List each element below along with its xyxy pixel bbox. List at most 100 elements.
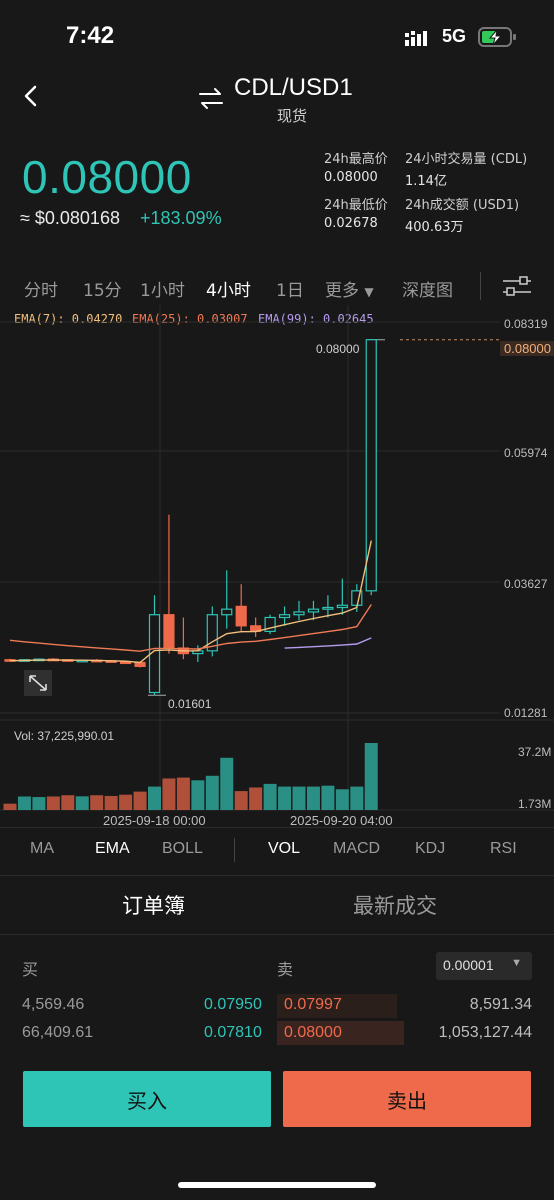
precision-value: 0.00001	[443, 957, 494, 973]
tab-recent-trades[interactable]: 最新成交	[353, 894, 437, 918]
signal-icon	[405, 31, 427, 46]
volume-bar	[75, 796, 89, 810]
candle-body	[235, 605, 247, 627]
low-label: 24h最低价	[324, 198, 388, 213]
volume-bar	[162, 778, 176, 810]
bid-header: 买	[22, 960, 39, 979]
volume-bar	[46, 796, 60, 810]
volume-bar	[17, 796, 31, 810]
volume-label: Vol: 37,225,990.01	[14, 729, 115, 743]
volume-value: 1.14亿	[405, 174, 447, 189]
candles	[4, 339, 377, 696]
volume-bar	[32, 797, 46, 810]
volume-bar	[220, 757, 234, 810]
y-tick-top: 0.08319	[504, 317, 548, 331]
turnover-label: 24h成交额 (USD1)	[405, 198, 520, 213]
dropdown-arrow-icon: ▼	[511, 957, 522, 969]
volume-bar	[350, 786, 364, 810]
ind-vol[interactable]: VOL	[268, 840, 301, 857]
candle-body	[365, 339, 377, 592]
y-tick-bottom: 0.01281	[504, 706, 548, 720]
ind-ma[interactable]: MA	[30, 840, 54, 857]
volume-bar	[205, 775, 219, 810]
x-tick-2: 2025-09-20 04:00	[290, 813, 393, 828]
min-price-label: 0.01601	[168, 697, 212, 711]
ema99-line	[284, 637, 372, 649]
ind-ema[interactable]: EMA	[95, 840, 130, 857]
candle-body	[206, 614, 218, 652]
tab-15m[interactable]: 15分	[83, 281, 122, 301]
battery-charging-icon	[478, 27, 516, 47]
volume-bar	[263, 783, 277, 810]
candle-body	[307, 608, 320, 613]
ind-macd[interactable]: MACD	[333, 840, 381, 857]
y-tick-2: 0.05974	[504, 446, 548, 460]
volume-bar	[364, 743, 378, 810]
volume-bar	[148, 786, 161, 810]
fullscreen-icon[interactable]	[24, 670, 52, 696]
ask-price[interactable]: 0.07997	[284, 996, 342, 1013]
ask-qty[interactable]: 8,591.34	[469, 996, 532, 1013]
volume-bar	[278, 786, 292, 810]
y-tick-3: 0.03627	[504, 577, 548, 591]
ema7-line	[9, 540, 372, 664]
divider	[0, 827, 554, 828]
tab-orderbook[interactable]: 订单簿	[122, 894, 185, 918]
precision-select[interactable]: 0.00001 ▼	[436, 952, 532, 980]
candle-body	[163, 614, 175, 649]
ind-kdj[interactable]: KDJ	[415, 840, 446, 857]
volume-label: 24小时交易量 (CDL)	[405, 152, 528, 167]
chart-settings-icon[interactable]	[502, 274, 532, 298]
tab-timeline[interactable]: 分时	[24, 281, 58, 301]
pair-title[interactable]: CDL/USD1	[234, 74, 353, 101]
bid-price[interactable]: 0.07810	[204, 1024, 262, 1041]
volume-bar	[90, 795, 104, 810]
vol-min-tick: 1.73M	[518, 797, 552, 811]
candle-body	[278, 614, 291, 619]
price-change: +183.09%	[140, 208, 222, 228]
candle-body	[293, 611, 305, 616]
last-price: 0.08000	[22, 151, 192, 203]
ema25-line	[9, 604, 372, 652]
ask-price[interactable]: 0.08000	[284, 1024, 342, 1041]
candlestick-chart[interactable]	[0, 305, 554, 820]
tab-more[interactable]: 更多 ▼	[325, 276, 374, 301]
tab-more-label: 更多	[325, 281, 359, 301]
tab-4h[interactable]: 4小时	[206, 281, 251, 301]
tab-1d[interactable]: 1日	[276, 281, 304, 301]
volume-bar	[292, 786, 306, 810]
tab-1h[interactable]: 1小时	[140, 281, 185, 301]
status-time: 7:42	[66, 22, 115, 49]
tab-divider	[480, 272, 481, 300]
candle-body	[221, 608, 233, 616]
volume-bar	[306, 786, 320, 810]
current-price-tag: 0.08000	[500, 341, 554, 356]
volume-bar	[119, 794, 133, 810]
tab-depth[interactable]: 深度图	[402, 281, 453, 301]
home-indicator[interactable]	[178, 1182, 376, 1188]
bid-qty[interactable]: 66,409.61	[22, 1024, 94, 1041]
candle-body	[264, 616, 276, 632]
divider	[0, 934, 554, 935]
ask-header: 卖	[277, 960, 294, 979]
bid-qty[interactable]: 4,569.46	[22, 996, 85, 1013]
high-value: 0.08000	[324, 170, 378, 185]
ask-depth-bar	[277, 1021, 404, 1045]
swap-pair-icon[interactable]	[198, 86, 224, 110]
chart-grid	[0, 305, 554, 811]
caret-down-icon: ▼	[364, 285, 374, 299]
ind-boll[interactable]: BOLL	[162, 840, 203, 857]
volume-bars	[3, 743, 378, 810]
ask-qty[interactable]: 1,053,127.44	[438, 1024, 532, 1041]
volume-bar	[321, 785, 335, 810]
volume-bar	[249, 787, 263, 810]
buy-button[interactable]: 买入	[23, 1071, 271, 1127]
back-arrow-icon[interactable]	[18, 82, 46, 110]
turnover-value: 400.63万	[405, 220, 464, 235]
sell-button[interactable]: 卖出	[283, 1071, 531, 1127]
ind-rsi[interactable]: RSI	[490, 840, 517, 857]
volume-bar	[335, 789, 349, 810]
bid-price[interactable]: 0.07950	[204, 996, 262, 1013]
low-value: 0.02678	[324, 216, 378, 231]
ind-divider	[234, 838, 235, 862]
